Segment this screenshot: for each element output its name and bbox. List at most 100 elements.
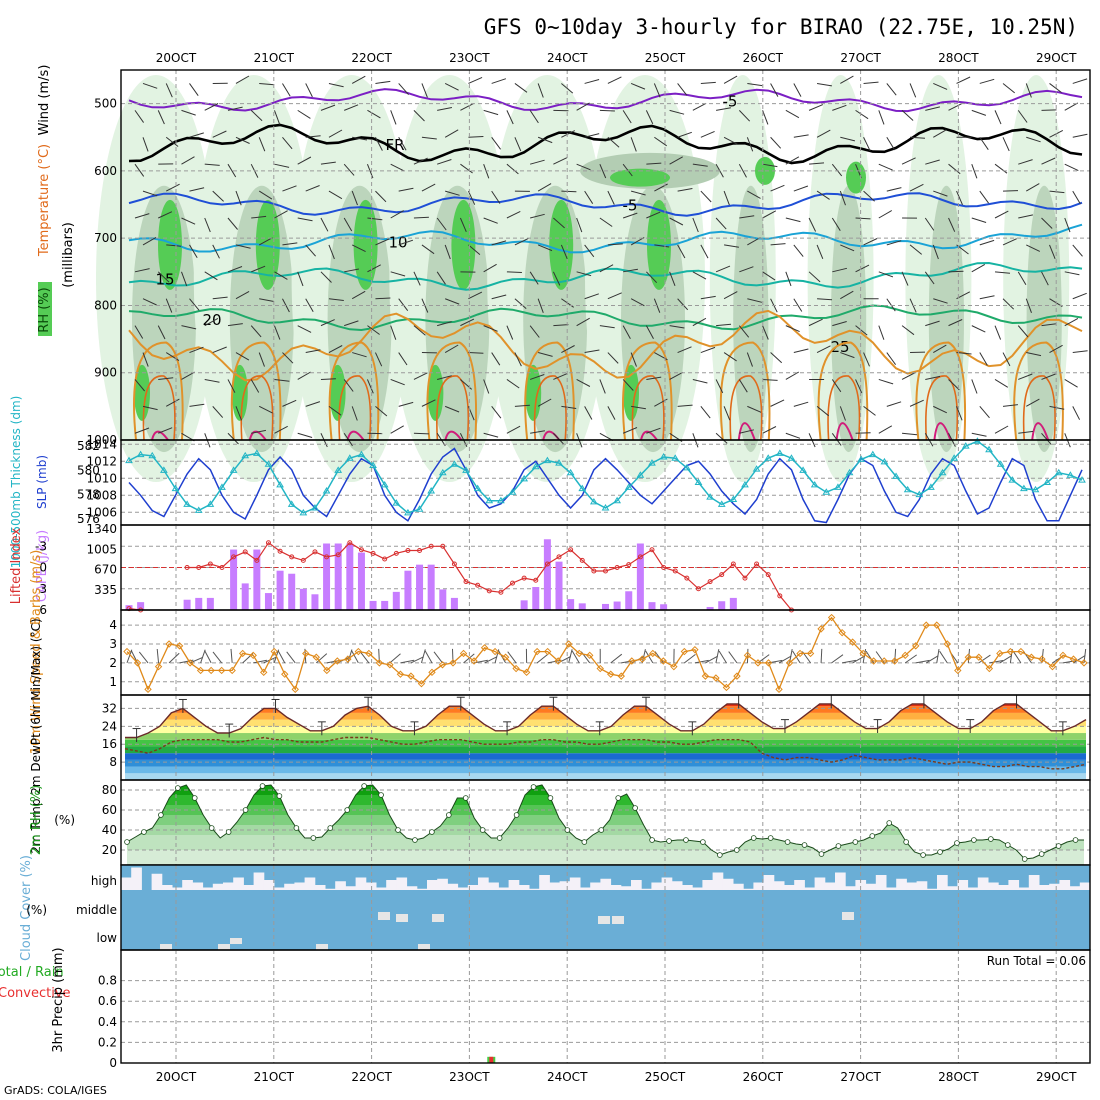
wind-speed-marker (638, 655, 647, 663)
wind-barb (351, 75, 366, 84)
cape-bar (567, 599, 575, 610)
high-cloud-gap (926, 888, 938, 890)
high-cloud-gap (539, 875, 550, 890)
rh-legend-swatch (38, 282, 52, 336)
wind-barb (134, 427, 150, 434)
wind-barb (181, 156, 195, 165)
wind-speed-marker (722, 683, 731, 692)
wind-barb (979, 406, 990, 419)
isotherm-label: -5 (723, 92, 738, 110)
cape-bar (125, 605, 133, 610)
li-marker (184, 565, 190, 570)
high-cloud-gap (855, 880, 867, 890)
wind-barb (165, 136, 179, 147)
wind-barb (948, 103, 963, 111)
li-marker (684, 575, 690, 581)
wind-barb (1026, 244, 1041, 252)
bottom-date-tick: 26OCT (743, 1070, 784, 1084)
rh-marker (750, 835, 757, 841)
wind-barb (715, 265, 731, 273)
rh-marker (700, 839, 706, 845)
wind-barb (142, 190, 158, 197)
wind-barb (646, 376, 662, 380)
wind-tick: 4 (109, 618, 117, 632)
wind-barb (793, 185, 809, 192)
cape-bar (602, 603, 609, 610)
chart-title: GFS 0~10day 3-hourly for BIRAO (22.75E, … (484, 15, 1078, 39)
wind-barb (398, 137, 407, 151)
cloud-label: Cloud Cover (%) (19, 855, 34, 961)
wind-barb (723, 190, 730, 206)
wind-barb (398, 298, 409, 312)
high-cloud-gap (243, 885, 255, 890)
wind-barb (630, 137, 637, 152)
cape-bar (532, 587, 540, 610)
wind-barb (677, 188, 693, 192)
wind-barb (375, 190, 387, 203)
cape-bar (718, 601, 726, 610)
cape-bar (625, 591, 633, 610)
wind-barb (584, 190, 594, 204)
wind-barb (445, 190, 460, 196)
high-cloud-gap (161, 885, 173, 890)
high-cloud-gap (794, 880, 805, 890)
boundary-loop (533, 375, 567, 441)
li-marker (637, 554, 643, 560)
wind-barb (351, 650, 359, 664)
wind-barb (1072, 292, 1087, 300)
wind-barb (770, 243, 786, 246)
wind-barb (537, 183, 552, 192)
wind-barb (840, 136, 856, 142)
wind-speed-marker (996, 649, 1004, 658)
wind-barb (444, 298, 460, 305)
wind-speed-marker (922, 621, 930, 629)
wind-barb (677, 346, 692, 354)
wind-speed-marker (680, 647, 689, 656)
li-tick: 6 (39, 603, 47, 617)
wind-barb (374, 352, 383, 367)
wind-barb (738, 163, 747, 178)
cloud-gap (842, 912, 854, 920)
boundary-loop (1013, 341, 1064, 441)
wind-speed-marker (459, 649, 468, 658)
high-cloud-gap (722, 878, 734, 890)
boundary-loop (230, 341, 282, 441)
wind-barb (134, 379, 145, 392)
thickness-marker (950, 454, 959, 461)
rh-marker (293, 825, 300, 831)
wind-barb (1072, 190, 1081, 205)
high-cloud-gap (335, 881, 346, 890)
cape-bar (543, 539, 551, 610)
wind-barb (351, 290, 366, 300)
high-cloud-gap (661, 877, 673, 890)
wind-barb (820, 648, 823, 663)
wind-speed-marker (1080, 659, 1088, 667)
wind-barb (227, 217, 238, 230)
wind-barb (994, 163, 1008, 174)
thickness-marker (1078, 476, 1086, 483)
li-marker (207, 561, 213, 567)
wind-barb (553, 157, 568, 165)
wind-barb (739, 266, 754, 273)
rh-marker (429, 829, 435, 835)
cape-label: CAPE (J/kg) (35, 530, 50, 602)
wind-speed-marker (838, 628, 846, 637)
wind-barb (886, 401, 902, 407)
cape-bar (195, 597, 203, 610)
wind-barb (692, 102, 707, 111)
high-cloud-gap (763, 875, 775, 890)
wind-barb (142, 405, 158, 411)
wind-barb (413, 325, 426, 336)
wind-barb (437, 321, 452, 327)
wind-barb (622, 427, 638, 434)
wind-barb (253, 659, 267, 664)
wind-barb (994, 379, 1009, 388)
wind-barb (250, 325, 262, 338)
wind-barb (437, 375, 452, 380)
wind-barb (204, 271, 218, 281)
wind-barb (700, 190, 712, 203)
boundary-loop (827, 375, 861, 441)
precip-tick: 0.8 (98, 974, 117, 988)
li-line (128, 541, 792, 611)
